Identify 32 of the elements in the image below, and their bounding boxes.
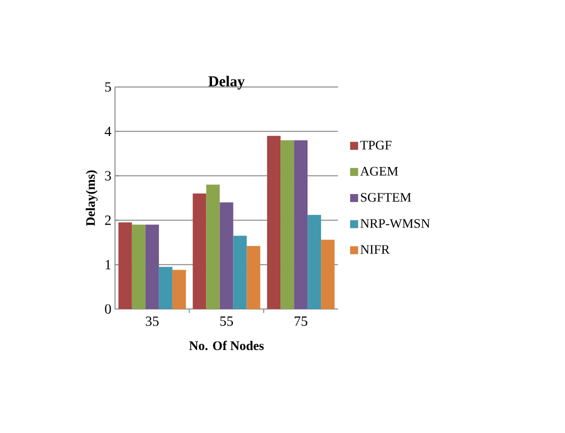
y-tick-label: 5: [105, 82, 111, 92]
legend-label: NRP-WMSN: [360, 219, 430, 228]
bar: [172, 270, 186, 309]
bar: [267, 136, 281, 309]
bar: [294, 140, 308, 309]
y-tick-label: 2: [105, 216, 111, 225]
legend-label: TPGF: [360, 140, 392, 150]
bar: [118, 222, 132, 309]
x-tick-label: 35: [146, 316, 159, 326]
bar: [246, 246, 260, 309]
x-tick-label: 75: [294, 316, 308, 326]
legend-label: NIFR: [360, 245, 390, 254]
y-tick-label: 0: [105, 304, 111, 314]
bar: [308, 214, 322, 309]
bar: [206, 184, 220, 309]
y-tick-label: 1: [106, 260, 111, 270]
x-tick-label: 55: [220, 316, 233, 326]
bar: [145, 224, 159, 309]
bar: [132, 224, 146, 309]
bar: [280, 140, 294, 309]
x-axis-title: No. Of Nodes: [189, 340, 264, 350]
y-axis-title: Delay(ms): [86, 170, 98, 226]
legend-label: AGEM: [360, 166, 398, 176]
legend-label: SGFTEM: [360, 192, 412, 202]
bar: [192, 194, 206, 309]
bar: [321, 240, 335, 309]
y-tick-label: 3: [105, 171, 111, 181]
bar: [233, 236, 247, 309]
chart-title: Delay: [208, 76, 245, 90]
y-tick-label: 4: [104, 126, 112, 136]
bar: [220, 202, 234, 309]
bar: [158, 266, 172, 309]
